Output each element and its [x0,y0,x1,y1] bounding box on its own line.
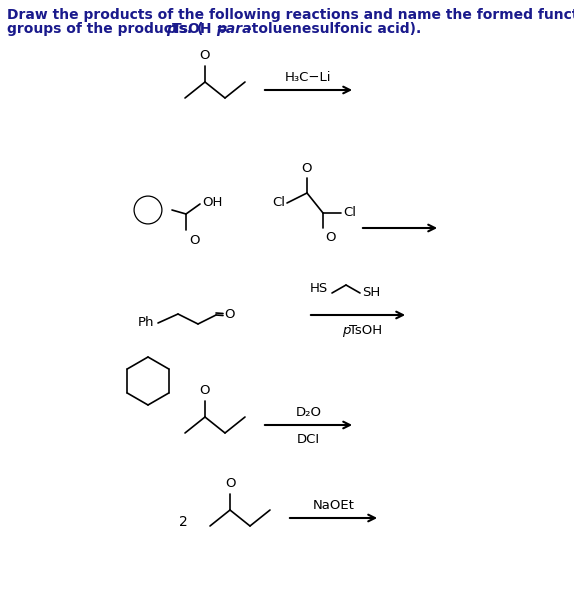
Text: O: O [200,49,210,62]
Text: groups of the products. (: groups of the products. ( [7,22,203,36]
Text: D₂O: D₂O [296,406,321,419]
Text: Cl: Cl [343,206,356,219]
Text: TsOH: TsOH [349,324,382,337]
Text: OH: OH [202,196,222,209]
Text: SH: SH [362,285,380,298]
Text: 2: 2 [179,515,188,529]
Text: O: O [225,477,235,490]
Text: HS: HS [310,282,328,295]
Text: O: O [224,309,235,322]
Text: Cl: Cl [272,196,285,209]
Text: O: O [189,234,200,247]
Text: O: O [200,384,210,397]
Text: Draw the products of the following reactions and name the formed functional: Draw the products of the following react… [7,8,574,22]
Text: para: para [216,22,251,36]
Text: TsOH =: TsOH = [172,22,233,36]
Text: p: p [166,22,176,36]
Text: -toluenesulfonic acid).: -toluenesulfonic acid). [246,22,421,36]
Text: H₃C−Li: H₃C−Li [285,71,332,84]
Text: p: p [342,324,350,337]
Text: O: O [325,231,335,244]
Text: NaOEt: NaOEt [313,499,354,512]
Text: DCI: DCI [297,433,320,446]
Text: O: O [302,162,312,175]
Text: Ph: Ph [138,317,154,330]
